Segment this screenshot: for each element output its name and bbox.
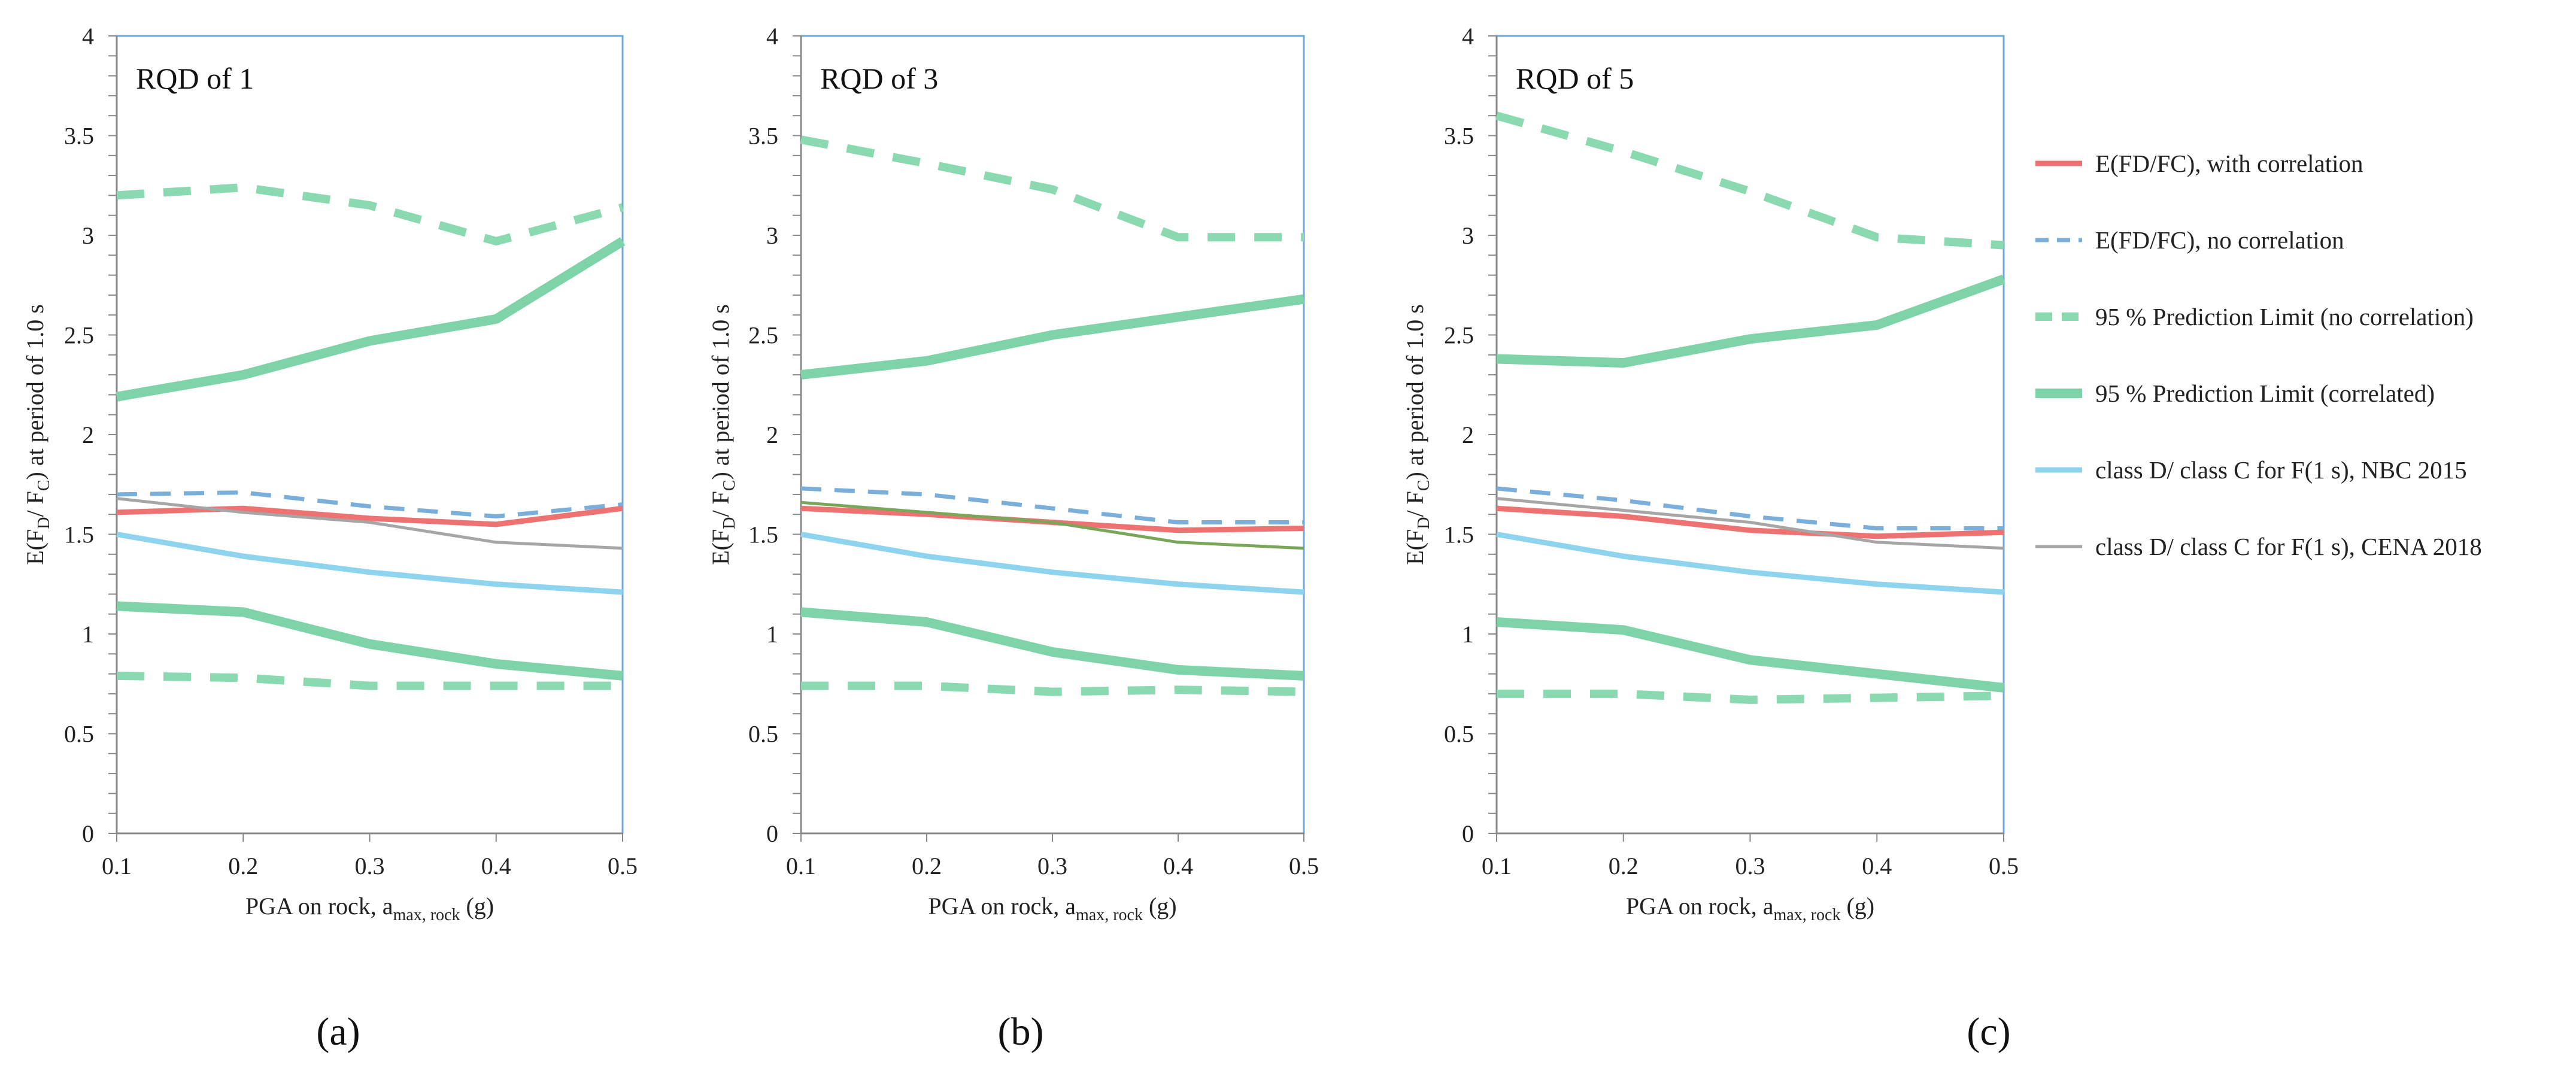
y-tick-label: 1.5 [64, 521, 94, 548]
y-tick-label: 4 [1462, 23, 1474, 50]
series-line-pl_corr [116, 601, 623, 681]
panel-title: RQD of 5 [1516, 62, 1634, 95]
y-axis-title: E(FD/ FC) at period of 1.0 s [707, 304, 739, 565]
x-tick-label: 0.2 [228, 852, 258, 879]
panel-label: (c) [1967, 1010, 2010, 1054]
chart-panel-1: 0 0.5 1 1.5 2 2.5 3 3.5 4 0.1 0.2 0.3 0.4 0.5 RQD of 1… [22, 23, 638, 1054]
y-tick-label: 1 [82, 621, 94, 648]
chart-panel-3: 0 0.5 1 1.5 2 2.5 3 3.5 4 0.1 0.2 0.3 0.4 0.5 RQD of 5… [1401, 23, 2019, 1054]
series-line-cena [116, 497, 623, 550]
y-tick-label: 2.5 [1444, 322, 1474, 349]
x-tick-label: 0.4 [1862, 852, 1892, 879]
legend-entry-label: class D/ class C for F(1 s), CENA 2018 [2095, 533, 2482, 560]
series-line-exp_corr [116, 505, 623, 527]
x-tick-label: 0.4 [1163, 852, 1193, 879]
y-tick-label: 0.5 [748, 721, 778, 748]
x-axis-title: PGA on rock, amax, rock (g) [928, 893, 1176, 924]
series-line-pl_corr [116, 237, 626, 402]
y-tick-label: 1.5 [1444, 521, 1474, 548]
series-line-exp_nocorr [116, 490, 623, 518]
series-line-pl_nocorr [116, 671, 623, 690]
chart-panel-2: 0 0.5 1 1.5 2 2.5 3 3.5 4 0.1 0.2 0.3 0.4 0.5 RQD of 3… [707, 23, 1319, 1054]
y-tick-label: 2 [82, 421, 94, 448]
panel-label: (b) [998, 1010, 1044, 1054]
series-line-pl_nocorr [1495, 111, 2004, 250]
legend-entry-label: class D/ class C for F(1 s), NBC 2015 [2095, 456, 2467, 484]
y-tick-label: 2 [766, 421, 778, 448]
y-tick-label: 3 [1462, 222, 1474, 249]
x-tick-label: 0.3 [1735, 852, 1765, 879]
y-tick-label: 3 [766, 222, 778, 249]
y-tick-label: 3.5 [64, 123, 94, 150]
series-line-pl_nocorr [116, 183, 624, 245]
series-line-exp_nocorr [1496, 486, 2004, 530]
x-tick-label: 0.5 [608, 852, 638, 879]
y-tick-label: 4 [82, 23, 94, 50]
series-line-exp_corr [1496, 505, 2004, 539]
x-tick-label: 0.5 [1989, 852, 2019, 879]
x-tick-label: 0.3 [355, 852, 385, 879]
series-line-pl_corr [1496, 617, 2004, 693]
y-tick-label: 2 [1462, 421, 1474, 448]
series-line-pl_corr [800, 294, 1305, 380]
panel-title: RQD of 3 [820, 62, 938, 95]
x-axis-title: PGA on rock, amax, rock (g) [245, 893, 494, 924]
y-axis-title: E(FD/ FC) at period of 1.0 s [22, 304, 53, 565]
y-tick-label: 4 [766, 23, 778, 50]
series-line-pl_nocorr [800, 135, 1304, 242]
y-axis-title: E(FD/ FC) at period of 1.0 s [1401, 304, 1433, 565]
y-tick-label: 0 [766, 820, 778, 847]
series-line-pl_nocorr [801, 681, 1304, 696]
y-tick-label: 0.5 [64, 721, 94, 748]
series-line-nbc [800, 532, 1304, 595]
legend-entry-label: 95 % Prediction Limit (correlated) [2095, 380, 2435, 407]
legend-entry-label: E(FD/FC), no correlation [2095, 226, 2344, 254]
x-tick-label: 0.1 [102, 852, 132, 879]
series-line-cena [800, 500, 1304, 550]
x-axis-title: PGA on rock, amax, rock (g) [1626, 893, 1874, 924]
plot-area-frame [116, 35, 624, 835]
series-line-pl_nocorr [1497, 689, 2004, 704]
x-tick-label: 0.2 [912, 852, 942, 879]
panel-title: RQD of 1 [136, 62, 254, 95]
plot-area-frame [800, 35, 1305, 835]
y-tick-label: 2.5 [64, 322, 94, 349]
x-tick-label: 0.3 [1037, 852, 1067, 879]
y-tick-label: 2.5 [748, 322, 778, 349]
x-tick-label: 0.5 [1289, 852, 1319, 879]
legend: E(FD/FC), with correlation E(FD/FC), no c… [2035, 150, 2482, 560]
series-line-exp_corr [800, 505, 1304, 533]
y-tick-label: 0 [82, 820, 94, 847]
x-tick-label: 0.1 [1482, 852, 1512, 879]
y-tick-label: 3.5 [1444, 123, 1474, 150]
y-tick-label: 0 [1462, 820, 1474, 847]
legend-entry-label: E(FD/FC), with correlation [2095, 150, 2363, 177]
y-tick-label: 1 [1462, 621, 1474, 648]
x-tick-label: 0.2 [1609, 852, 1639, 879]
x-tick-label: 0.1 [786, 852, 816, 879]
y-tick-label: 3.5 [748, 123, 778, 150]
series-line-exp_nocorr [800, 486, 1304, 524]
y-tick-label: 1.5 [748, 521, 778, 548]
y-tick-label: 0.5 [1444, 721, 1474, 748]
x-tick-label: 0.4 [481, 852, 511, 879]
legend-entry-label: 95 % Prediction Limit (no correlation) [2095, 303, 2474, 330]
series-line-nbc [1496, 532, 2004, 595]
series-line-cena [1496, 497, 2004, 550]
series-line-pl_corr [1496, 274, 2005, 368]
panel-label: (a) [316, 1010, 360, 1054]
plot-area-frame [1495, 35, 2005, 835]
y-tick-label: 1 [766, 621, 778, 648]
series-line-nbc [116, 532, 623, 595]
series-line-pl_corr [800, 607, 1304, 681]
y-tick-label: 3 [82, 222, 94, 249]
